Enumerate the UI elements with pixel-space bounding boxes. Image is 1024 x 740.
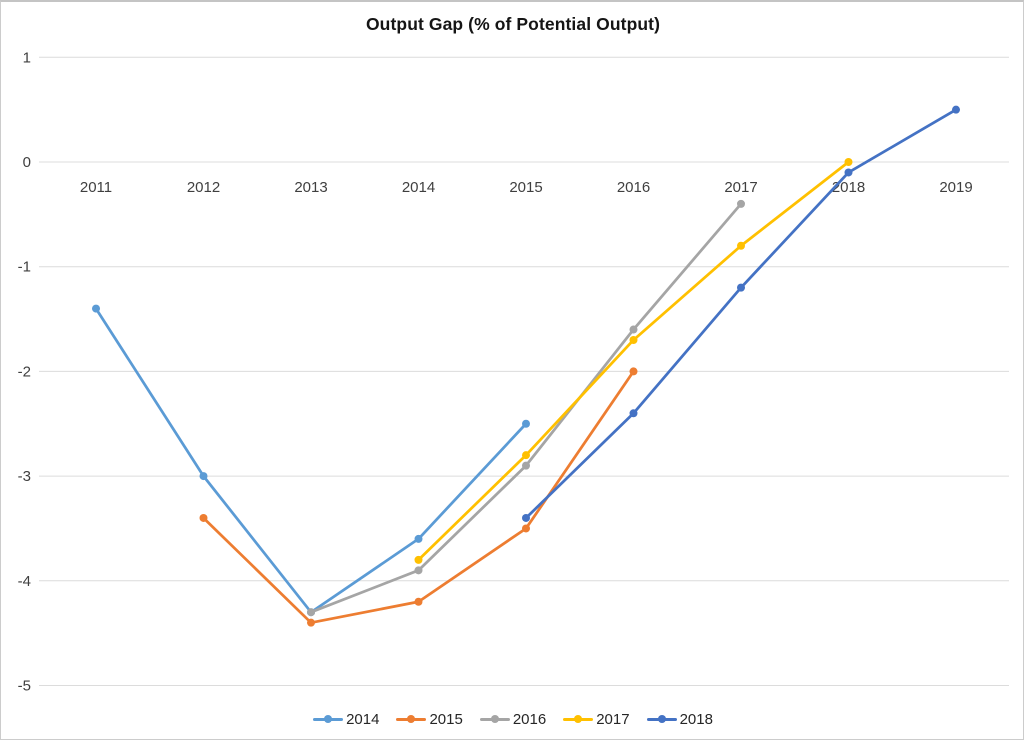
x-tick-label: 2012 — [187, 179, 220, 196]
data-point-2014 — [414, 534, 423, 543]
legend-dot-icon — [657, 715, 666, 723]
x-tick-label: 2015 — [509, 179, 542, 196]
data-point-2015 — [414, 597, 423, 606]
x-tick-label: 2016 — [617, 179, 650, 196]
y-tick-label: -5 — [18, 678, 31, 695]
data-point-2015 — [307, 618, 315, 627]
data-point-2016 — [737, 199, 745, 208]
chart-title: Output Gap (% of Potential Output) — [365, 14, 661, 34]
y-tick-label: 0 — [23, 154, 31, 171]
data-point-2018 — [737, 283, 745, 292]
legend-line-icon — [646, 715, 677, 723]
legend-label: 2018 — [679, 710, 713, 728]
data-point-2017 — [414, 555, 423, 564]
data-point-2014 — [199, 472, 208, 481]
data-point-2017 — [844, 158, 853, 166]
x-tick-label: 2018 — [832, 179, 865, 196]
data-point-2018 — [629, 409, 638, 418]
data-point-2018 — [844, 168, 853, 177]
legend-line-icon — [396, 715, 427, 723]
y-tick-label: -3 — [18, 468, 31, 485]
y-tick-label: -2 — [18, 363, 31, 380]
chart-legend: 2014 2015 2016 2017 2018 — [1, 705, 1023, 733]
x-tick-label: 2017 — [724, 179, 757, 196]
data-point-2017 — [737, 241, 745, 250]
data-point-2016 — [629, 325, 638, 334]
legend-dot-icon — [574, 715, 583, 723]
series-line-2018 — [524, 108, 958, 520]
x-tick-label: 2014 — [402, 179, 435, 196]
series-line-2017 — [417, 160, 850, 562]
legend-dot-icon — [407, 715, 416, 723]
data-point-2014 — [522, 419, 530, 428]
data-point-2016 — [307, 608, 315, 617]
x-tick-label: 2011 — [80, 179, 112, 196]
legend-line-icon — [563, 715, 594, 723]
data-point-2015 — [629, 367, 638, 376]
y-tick-label: -1 — [18, 259, 31, 276]
legend-item-2016: 2016 — [479, 710, 547, 728]
legend-item-2017: 2017 — [563, 710, 630, 728]
data-point-2016 — [414, 566, 423, 575]
x-tick-label: 2013 — [294, 179, 327, 196]
series-line-2014 — [94, 307, 528, 614]
legend-line-icon — [313, 715, 344, 723]
series-line-2016 — [309, 202, 743, 614]
data-point-2018 — [952, 105, 960, 114]
legend-label: 2016 — [512, 710, 547, 728]
legend-label: 2015 — [429, 710, 463, 728]
legend-dot-icon — [324, 715, 333, 723]
data-point-2017 — [522, 451, 530, 460]
x-tick-label: 2019 — [939, 179, 972, 196]
legend-item-2015: 2015 — [396, 710, 463, 728]
y-tick-label: -4 — [18, 573, 31, 590]
legend-item-2018: 2018 — [646, 710, 713, 728]
data-point-2017 — [629, 335, 638, 344]
legend-dot-icon — [490, 715, 499, 723]
legend-label: 2017 — [596, 710, 630, 728]
data-point-2014 — [92, 304, 100, 313]
legend-item-2014: 2014 — [313, 711, 379, 728]
y-tick-label: 1 — [23, 49, 31, 66]
data-point-2015 — [199, 513, 208, 522]
data-point-2016 — [522, 461, 530, 470]
data-point-2018 — [522, 513, 530, 522]
data-point-2015 — [522, 524, 530, 533]
legend-line-icon — [479, 715, 510, 723]
legend-label: 2014 — [346, 710, 380, 728]
